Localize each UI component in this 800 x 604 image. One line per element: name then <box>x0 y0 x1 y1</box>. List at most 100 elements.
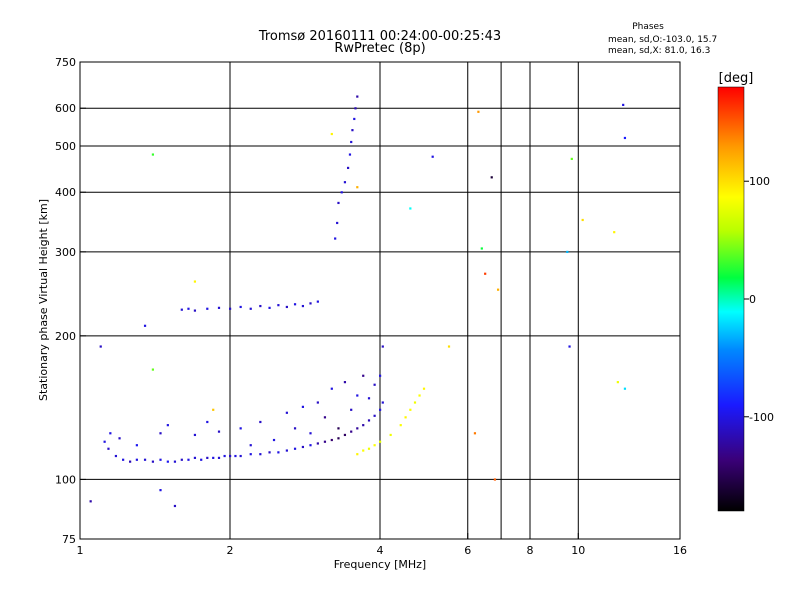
data-point <box>212 456 215 459</box>
data-point <box>277 304 280 307</box>
data-point <box>200 458 203 461</box>
data-point <box>473 432 477 435</box>
data-point <box>309 302 312 305</box>
data-point <box>484 272 487 275</box>
data-point <box>316 401 319 404</box>
data-point <box>356 95 359 98</box>
data-point <box>103 440 106 443</box>
data-point <box>431 155 434 158</box>
plot-points <box>89 95 627 508</box>
data-point <box>193 309 197 312</box>
x-axis-label: Frequency [MHz] <box>334 558 426 571</box>
plot-grid <box>80 62 680 539</box>
data-point <box>566 250 569 254</box>
data-point <box>259 420 262 424</box>
data-point <box>293 427 297 430</box>
data-point <box>135 458 138 461</box>
data-point <box>99 345 102 348</box>
data-point <box>151 368 155 371</box>
y-tick-label: 200 <box>55 330 76 343</box>
data-point <box>301 405 305 408</box>
data-point <box>285 449 288 452</box>
data-point <box>301 445 305 449</box>
data-point <box>362 424 365 427</box>
data-point <box>143 324 147 327</box>
data-point <box>351 129 354 132</box>
data-point <box>206 456 209 459</box>
data-point <box>379 440 382 443</box>
data-point <box>409 207 412 210</box>
data-point <box>496 288 500 291</box>
phases-o-line: mean, sd,O:-103.0, 15.7 <box>608 35 717 45</box>
data-point <box>389 433 392 437</box>
data-point <box>323 416 327 419</box>
data-point <box>187 458 190 461</box>
data-point <box>206 307 209 310</box>
data-point <box>381 345 384 348</box>
data-point <box>350 430 353 433</box>
data-point <box>409 408 412 411</box>
data-point <box>272 438 276 442</box>
data-point <box>613 231 616 234</box>
y-tick-label: 75 <box>62 533 76 546</box>
data-point <box>223 454 226 458</box>
data-point <box>180 458 183 461</box>
data-point <box>166 424 169 427</box>
data-point <box>362 449 365 452</box>
data-point <box>373 414 376 417</box>
data-point <box>340 191 343 194</box>
data-point <box>259 453 262 456</box>
data-point <box>343 381 347 384</box>
data-point <box>350 140 353 144</box>
data-point <box>568 345 571 348</box>
data-point <box>217 430 221 433</box>
data-point <box>490 176 493 179</box>
data-point <box>239 454 242 458</box>
data-point <box>159 432 162 435</box>
data-point <box>129 460 132 463</box>
data-point <box>107 447 110 450</box>
data-point <box>422 387 426 390</box>
data-point <box>309 444 312 447</box>
data-point <box>379 374 382 377</box>
data-point <box>229 454 232 458</box>
data-point <box>346 166 350 170</box>
data-point <box>356 427 359 430</box>
data-point <box>330 132 333 136</box>
data-point <box>122 458 125 461</box>
data-point <box>277 451 280 454</box>
x-tick-label: 8 <box>527 544 534 557</box>
colorbar <box>717 86 745 512</box>
data-point <box>404 416 407 419</box>
data-point <box>151 153 155 156</box>
data-point <box>330 438 333 442</box>
data-point <box>343 181 347 184</box>
colorbar-tick-label: -100 <box>749 411 774 424</box>
data-point <box>193 433 197 437</box>
data-point <box>159 489 162 492</box>
data-point <box>356 186 359 189</box>
data-point <box>373 383 376 386</box>
data-point <box>109 432 112 435</box>
data-point <box>173 460 177 463</box>
data-point <box>447 345 451 348</box>
data-point <box>337 201 340 205</box>
data-point <box>268 306 271 309</box>
data-point <box>259 304 262 308</box>
y-tick-label: 300 <box>55 246 76 259</box>
data-point <box>206 420 209 424</box>
x-tick-label: 2 <box>227 544 234 557</box>
data-point <box>173 504 177 508</box>
phases-x-line: mean, sd,X: 81.0, 16.3 <box>608 46 710 56</box>
data-point <box>89 500 92 503</box>
data-point <box>249 444 252 447</box>
data-point <box>570 157 573 161</box>
y-tick-label: 600 <box>55 102 76 115</box>
data-point <box>293 303 297 306</box>
data-point <box>493 478 497 481</box>
data-point <box>239 305 242 309</box>
data-point <box>249 453 252 456</box>
data-point <box>212 408 215 411</box>
